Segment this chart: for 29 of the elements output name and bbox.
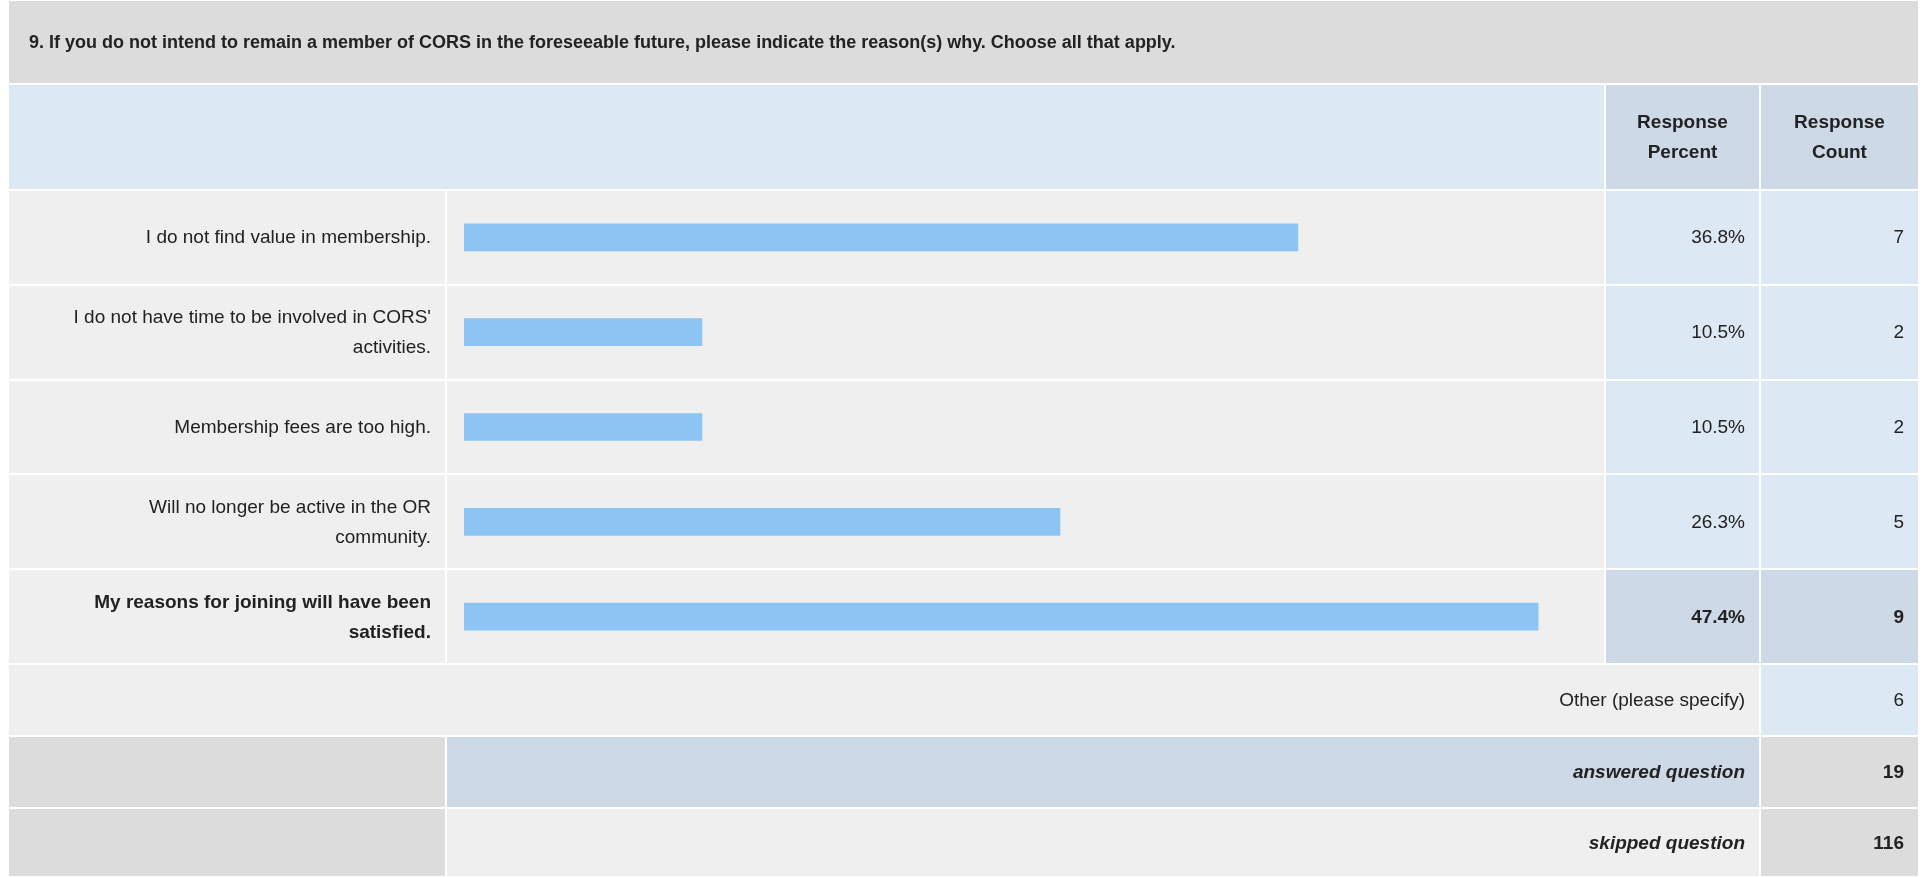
- data-label: 26.3%: [1605, 474, 1760, 570]
- text: Response Count: [1793, 110, 1886, 164]
- bar: [464, 223, 1299, 252]
- bar: [464, 602, 1539, 631]
- bar: [464, 507, 1061, 536]
- y-tick-label: I do not have time to be involved in CORS' activities.: [72, 305, 431, 360]
- text: answered question: [446, 736, 1760, 808]
- text: 9: [1760, 569, 1919, 664]
- chart-title: 9. If you do not intend to remain a member of CORS in the foreseeable future, please indicate the reason(s) why. Choose all that apply.: [29, 31, 1176, 54]
- text: Other (please specify): [8, 664, 1760, 736]
- text: skipped question: [446, 808, 1760, 877]
- text: 19: [1760, 736, 1919, 808]
- y-tick-label: Will no longer be active in the OR community.: [148, 494, 431, 549]
- text: 2: [1760, 284, 1919, 380]
- text: Response Percent: [1636, 110, 1729, 164]
- text: 2: [1760, 379, 1919, 475]
- text: 6: [1760, 664, 1919, 736]
- y-tick-label: My reasons for joining will have been satisfied.: [93, 589, 431, 644]
- data-label: 10.5%: [1605, 379, 1760, 475]
- text: 7: [1760, 190, 1919, 285]
- text: 116: [1760, 808, 1919, 877]
- bar: [464, 413, 703, 441]
- bar: [464, 318, 703, 347]
- data-label: 36.8%: [1605, 190, 1760, 285]
- y-tick-label: Membership fees are too high.: [174, 415, 431, 439]
- data-label: 47.4%: [1605, 569, 1760, 664]
- data-label: 10.5%: [1605, 284, 1760, 380]
- text: 5: [1760, 474, 1919, 570]
- y-tick-label: I do not find value in membership.: [145, 225, 431, 250]
